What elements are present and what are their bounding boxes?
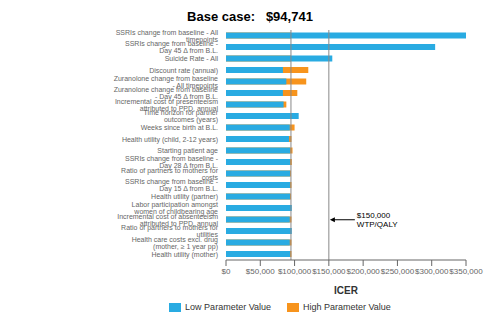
svg-text:$350,000: $350,000 (449, 267, 483, 276)
svg-text:Starting patient age: Starting patient age (157, 147, 218, 155)
svg-text:Weeks since birth at B.L.: Weeks since birth at B.L. (141, 124, 218, 131)
svg-text:$100,000: $100,000 (278, 267, 312, 276)
svg-text:$150,000: $150,000 (312, 267, 346, 276)
svg-text:ICER: ICER (334, 285, 359, 296)
svg-text:$200,000: $200,000 (346, 267, 380, 276)
svg-text:SSRIs change from baseline -Da: SSRIs change from baseline -Day 45 Δ fro… (125, 40, 219, 55)
svg-text:Health utility (child, 2-12 ye: Health utility (child, 2-12 years) (122, 136, 218, 144)
svg-text:SSRIs change from baseline -Da: SSRIs change from baseline -Day 15 Δ fro… (125, 178, 219, 193)
svg-text:$250,000: $250,000 (381, 267, 415, 276)
svg-text:Discount rate (annual): Discount rate (annual) (149, 67, 218, 75)
svg-text:Suicide Rate - All: Suicide Rate - All (165, 55, 219, 62)
svg-text:Health utility (partner): Health utility (partner) (151, 193, 218, 201)
svg-text:Health utility (mother): Health utility (mother) (151, 251, 218, 259)
svg-text:$50,000: $50,000 (246, 267, 275, 276)
svg-text:Health care costs excl. drug(m: Health care costs excl. drug(mother, ≥ 1… (132, 236, 218, 251)
svg-text:$300,000: $300,000 (415, 267, 449, 276)
svg-text:$150,000WTP/QALY: $150,000WTP/QALY (357, 211, 398, 229)
svg-text:$0: $0 (222, 267, 231, 276)
svg-text:Time horizon for partneroutcom: Time horizon for partneroutcomes (years) (144, 109, 219, 124)
